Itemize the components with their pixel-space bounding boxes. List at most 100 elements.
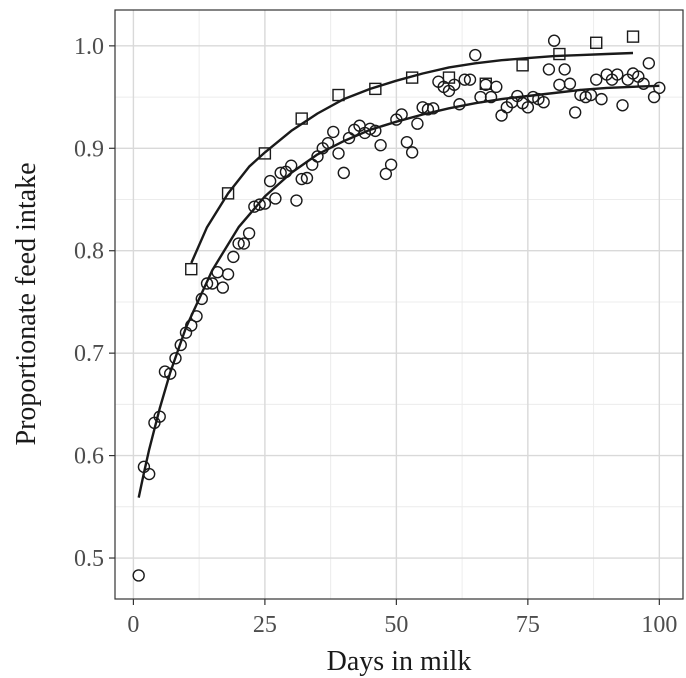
data-point-circle xyxy=(269,192,282,205)
data-point-circle xyxy=(647,90,661,104)
y-tick-label: 0.7 xyxy=(74,341,104,367)
data-point-circle xyxy=(553,78,566,91)
data-point-circle xyxy=(227,250,240,264)
data-point-circle xyxy=(237,237,251,250)
data-point-circle xyxy=(363,122,377,136)
data-point-circle xyxy=(216,281,230,294)
data-point-circle xyxy=(221,268,235,281)
data-point-square xyxy=(442,71,456,84)
data-point-circle xyxy=(158,365,172,378)
data-point-circle xyxy=(642,57,656,70)
data-point-circle xyxy=(200,277,214,290)
fit-curve-circle xyxy=(137,84,660,498)
y-tick-label: 0.9 xyxy=(74,136,104,162)
data-point-circle xyxy=(637,77,650,90)
data-point-square xyxy=(369,82,382,96)
x-tick-label: 100 xyxy=(641,612,677,638)
x-axis-title: Days in milk xyxy=(327,646,472,677)
data-point-circle xyxy=(327,125,340,139)
data-point-circle xyxy=(211,266,224,279)
data-point-square xyxy=(590,36,603,49)
data-point-circle xyxy=(458,73,471,86)
plot-panel-border xyxy=(114,9,684,600)
data-point-circle xyxy=(395,108,408,121)
data-point-circle xyxy=(242,227,256,240)
data-point-circle xyxy=(542,63,556,76)
data-point-circle xyxy=(253,198,266,211)
data-point-circle xyxy=(195,292,208,306)
data-point-circle xyxy=(400,135,414,149)
data-point-circle xyxy=(169,352,182,365)
data-point-circle xyxy=(405,146,419,159)
data-point-circle xyxy=(568,106,582,119)
data-point-circle xyxy=(284,159,298,172)
data-point-square xyxy=(626,30,640,43)
data-point-circle xyxy=(484,90,498,104)
data-point-circle xyxy=(290,194,303,207)
data-point-circle xyxy=(300,171,314,185)
data-point-circle xyxy=(411,117,424,130)
data-point-circle xyxy=(274,166,287,180)
y-axis-title: Proportionate feed intake xyxy=(11,162,42,445)
data-points xyxy=(132,30,666,582)
data-point-circle xyxy=(521,101,535,114)
data-point-circle xyxy=(590,73,603,86)
data-point-circle xyxy=(453,98,466,111)
data-point-circle xyxy=(295,172,308,186)
y-tick-label: 1.0 xyxy=(74,34,104,60)
data-point-square xyxy=(258,147,272,160)
data-point-circle xyxy=(153,410,166,423)
data-point-circle xyxy=(616,99,629,112)
data-point-circle xyxy=(369,124,382,138)
data-point-circle xyxy=(337,166,350,180)
data-point-circle xyxy=(174,338,187,352)
data-point-circle xyxy=(495,109,508,122)
data-point-square xyxy=(221,187,235,200)
data-point-circle xyxy=(321,136,335,150)
data-point-circle xyxy=(185,319,198,332)
data-point-circle xyxy=(263,174,277,188)
data-point-circle xyxy=(463,73,477,86)
data-point-circle xyxy=(379,167,393,181)
x-tick-label: 50 xyxy=(384,612,408,638)
data-point-circle xyxy=(384,158,398,171)
x-tick-label: 75 xyxy=(516,612,540,638)
data-point-square xyxy=(516,59,529,72)
grid xyxy=(115,10,683,599)
data-point-circle xyxy=(547,34,561,47)
data-point-circle xyxy=(653,81,666,95)
data-point-circle xyxy=(584,88,598,102)
data-point-circle xyxy=(306,158,319,171)
data-point-circle xyxy=(142,467,156,481)
data-point-circle xyxy=(563,77,577,90)
data-point-square xyxy=(553,47,566,61)
data-point-square xyxy=(332,88,345,102)
data-point-circle xyxy=(374,139,387,152)
data-point-circle xyxy=(190,310,203,323)
data-point-circle xyxy=(490,80,503,94)
y-tick-label: 0.8 xyxy=(74,239,104,265)
data-point-circle xyxy=(258,197,272,210)
data-point-circle xyxy=(421,103,435,116)
data-point-square xyxy=(479,77,492,90)
data-point-square xyxy=(295,112,308,125)
data-point-circle xyxy=(558,63,571,76)
data-point-circle xyxy=(469,48,482,62)
y-tick-label: 0.6 xyxy=(74,444,104,470)
data-point-square xyxy=(405,71,419,84)
data-point-circle xyxy=(132,569,145,582)
axis-ticks: 0 25 50 75 100 0.5 0.6 0.7 0.8 0.9 1.0 xyxy=(74,34,677,638)
data-point-circle xyxy=(611,68,624,81)
data-point-circle xyxy=(332,147,345,160)
data-point-circle xyxy=(579,90,592,104)
data-point-circle xyxy=(164,367,177,380)
data-point-circle xyxy=(206,277,219,290)
data-point-circle xyxy=(426,102,440,115)
data-point-circle xyxy=(595,92,608,106)
data-point-circle xyxy=(232,237,245,250)
data-point-circle xyxy=(537,95,550,109)
data-point-circle xyxy=(526,90,540,104)
data-point-square xyxy=(185,262,198,276)
x-tick-label: 25 xyxy=(253,612,277,638)
